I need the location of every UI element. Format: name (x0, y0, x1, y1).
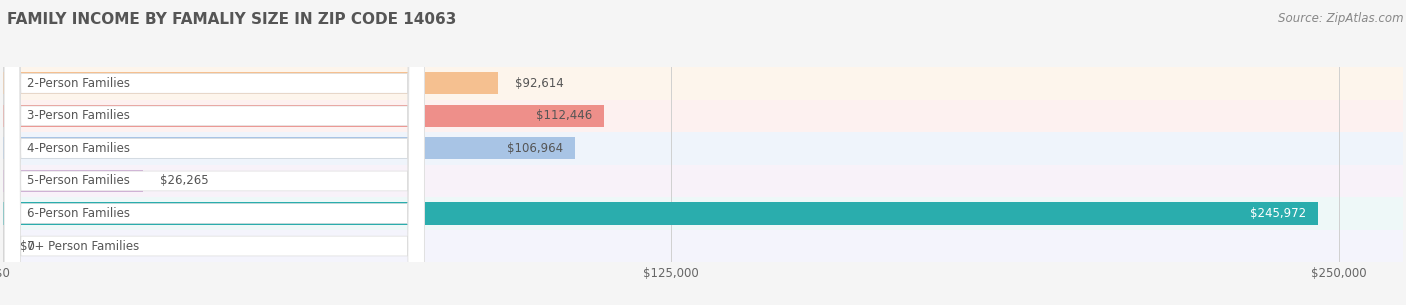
Text: $112,446: $112,446 (536, 109, 592, 122)
Text: $245,972: $245,972 (1250, 207, 1306, 220)
Bar (3, 67, 1403, 100)
Bar (3, 230, 1403, 262)
Text: 7+ Person Families: 7+ Person Families (27, 239, 139, 253)
Bar (3, 137, 575, 160)
Bar (3, 132, 1403, 165)
Bar (3, 165, 1403, 197)
Text: 4-Person Families: 4-Person Families (27, 142, 129, 155)
Text: $92,614: $92,614 (515, 77, 564, 90)
Bar (3, 197, 1403, 230)
FancyBboxPatch shape (4, 0, 425, 305)
Bar (3, 203, 1317, 224)
Text: $0: $0 (20, 239, 35, 253)
Text: 5-Person Families: 5-Person Families (27, 174, 129, 188)
Text: $106,964: $106,964 (508, 142, 564, 155)
FancyBboxPatch shape (4, 0, 425, 305)
Text: $26,265: $26,265 (160, 174, 208, 188)
Text: 6-Person Families: 6-Person Families (27, 207, 129, 220)
Bar (3, 100, 1403, 132)
FancyBboxPatch shape (4, 0, 425, 305)
FancyBboxPatch shape (4, 0, 425, 305)
Text: 2-Person Families: 2-Person Families (27, 77, 129, 90)
Bar (3, 170, 143, 192)
Text: 3-Person Families: 3-Person Families (27, 109, 129, 122)
Text: Source: ZipAtlas.com: Source: ZipAtlas.com (1278, 12, 1403, 25)
Text: FAMILY INCOME BY FAMALIY SIZE IN ZIP CODE 14063: FAMILY INCOME BY FAMALIY SIZE IN ZIP COD… (7, 12, 457, 27)
Bar (3, 105, 603, 127)
FancyBboxPatch shape (4, 0, 425, 305)
FancyBboxPatch shape (4, 0, 425, 305)
Bar (3, 72, 498, 95)
